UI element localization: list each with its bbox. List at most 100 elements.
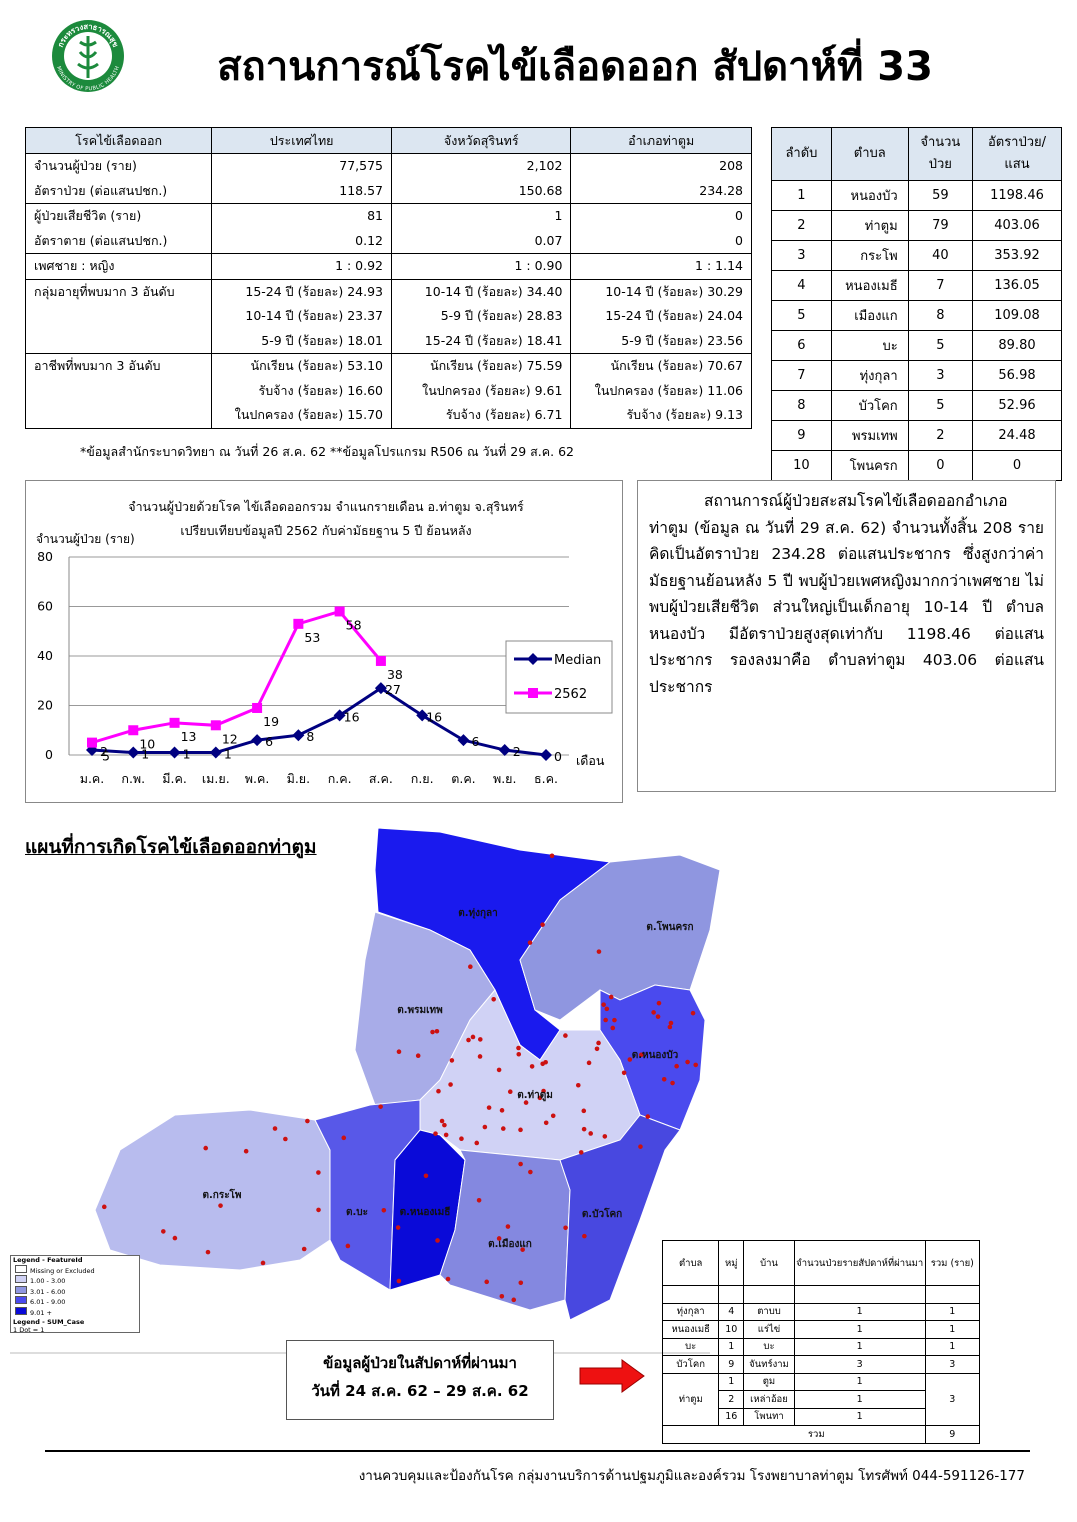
case-dot xyxy=(507,1089,513,1094)
cell-line: รับจ้าง (ร้อยละ) 6.71 xyxy=(445,407,563,422)
cell: 9 xyxy=(924,1425,981,1444)
row: หนองเมธี 10 แร่ไข่ 1 1 xyxy=(661,1320,981,1339)
cell: ท่าตูม xyxy=(661,1372,720,1426)
footer-rule xyxy=(45,1450,1030,1452)
case-dot xyxy=(627,1057,633,1062)
value-cell: 10-14 ปี (ร้อยละ) 30.29 15-24 ปี (ร้อยละ)… xyxy=(570,278,752,354)
case-dot xyxy=(484,1279,490,1285)
chart-title: เปรียบเทียบข้อมูลปี 2562 กับค่ามัธยฐาน 5… xyxy=(180,523,471,539)
cell: 10 xyxy=(771,450,832,481)
case-dot xyxy=(656,1000,662,1006)
region-label: ต.ทุ่งกุลา xyxy=(458,907,498,919)
label-cell: กลุ่มอายุที่พบมาก 3 อันดับ xyxy=(24,278,213,354)
case-dot xyxy=(549,853,555,859)
case-dot xyxy=(582,1233,587,1239)
case-dot xyxy=(563,1033,568,1038)
cell: 403.06 xyxy=(972,210,1062,241)
cell-line: 15-24 ปี (ร้อยละ) 18.41 xyxy=(424,332,563,348)
map-region xyxy=(559,1114,681,1321)
cell: 52.96 xyxy=(972,390,1062,421)
case-dot xyxy=(218,1203,223,1208)
region-label: ต.บะ xyxy=(346,1207,368,1218)
header-line: ตำบล xyxy=(853,146,886,161)
row: 2 ท่าตูม 79 403.06 xyxy=(771,210,1062,241)
x-tick-label: มี.ค. xyxy=(162,771,187,786)
cell-line xyxy=(34,379,203,404)
legend-row: 1 Dot = 1 xyxy=(11,1326,139,1335)
cell: ตาบบ xyxy=(743,1302,795,1321)
value-cell: 208 234.28 xyxy=(570,153,752,204)
cell-line: 10-14 ปี (ร้อยละ) 34.40 xyxy=(424,283,563,299)
cell: 9 xyxy=(771,420,832,451)
week-box: ข้อมูลผู้ป่วยในสัปดาห์ที่ผ่านมา วันที่ 2… xyxy=(286,1340,554,1420)
legend-swatch xyxy=(15,1264,27,1273)
case-dot xyxy=(435,1238,440,1243)
case-dot xyxy=(588,1131,593,1136)
region-label: ต.พรมเทพ xyxy=(397,1005,443,1016)
x-axis-label: เดือน xyxy=(576,753,605,768)
cell: โพนครก xyxy=(830,450,909,481)
cell-line: รับจ้าง (ร้อยละ) 16.60 xyxy=(258,382,384,398)
value-cell: 81 0.12 xyxy=(211,203,393,254)
cell: โพนทา xyxy=(743,1407,795,1426)
point xyxy=(527,653,539,665)
cell-line: ผู้ป่วยเสียชีวิต (ราย) xyxy=(34,208,142,223)
case-dot xyxy=(474,1140,480,1146)
legend-row: Legend - SUM_Case xyxy=(11,1318,139,1327)
cell: 5 xyxy=(771,300,832,331)
case-dot xyxy=(172,1235,178,1241)
cell-line: รับจ้าง (ร้อยละ) 9.13 xyxy=(626,407,743,422)
cell: กระโพ xyxy=(830,240,909,271)
legend-text: 1 Dot = 1 xyxy=(13,1326,45,1335)
cell-line: อัตราตาย (ต่อแสนปชก.) xyxy=(34,232,168,248)
case-dot xyxy=(543,1059,548,1065)
case-dot xyxy=(661,1076,667,1082)
row: ผู้ป่วยเสียชีวิต (ราย) อัตราตาย (ต่อแสนปช… xyxy=(24,203,752,254)
cell: 56.98 xyxy=(972,360,1062,391)
cell: 24.48 xyxy=(972,420,1062,451)
cell: 10 xyxy=(718,1320,745,1339)
case-dot xyxy=(601,1002,606,1007)
cell: 353.92 xyxy=(972,240,1062,271)
point xyxy=(87,737,97,748)
case-dot xyxy=(445,1276,451,1282)
case-dot xyxy=(378,1104,383,1109)
row: จำนวนผู้ป่วย (ราย) อัตราป่วย (ต่อแสนปชก.)… xyxy=(24,153,752,204)
cell: เหล่าอ้อย xyxy=(743,1390,795,1409)
legend-row: 3.01 - 6.00 xyxy=(11,1285,139,1297)
cell: 7 xyxy=(771,360,832,391)
case-dot xyxy=(486,1105,492,1110)
point xyxy=(292,729,305,742)
point xyxy=(169,717,180,728)
case-dot xyxy=(638,1052,644,1058)
case-dot xyxy=(603,1017,608,1023)
case-dot xyxy=(518,1280,524,1286)
cell-line: 1 : 1.14 xyxy=(695,258,743,273)
case-dot xyxy=(528,1169,533,1175)
cell-line: 1 : 0.90 xyxy=(514,258,563,273)
cell-line: ในปกครอง (ร้อยละ) 15.70 xyxy=(234,407,384,422)
x-tick-label: ส.ค. xyxy=(369,771,393,786)
case-dot xyxy=(527,940,533,945)
case-dot xyxy=(316,1170,321,1175)
point xyxy=(333,709,346,722)
case-dot xyxy=(283,1136,288,1142)
cell-line: 118.57 xyxy=(339,182,384,198)
row: 10 โพนครก 0 0 xyxy=(771,450,1062,481)
rank-table: ลำดับ ตำบล จำนวน ป่วย อัตราป่วย/แสน 1 หนองบัว 5… xyxy=(771,127,1062,481)
case-dot xyxy=(594,1046,600,1052)
cell: บะ xyxy=(661,1337,720,1356)
point xyxy=(127,746,140,759)
cell: 2 xyxy=(771,210,832,241)
case-dot xyxy=(581,1108,587,1114)
note: *ข้อมูลสำนักระบาดวิทยา ณ วันที่ 26 ส.ค. … xyxy=(80,444,574,459)
point xyxy=(457,734,470,747)
cell: บัวโคก xyxy=(661,1355,720,1374)
label-cell: ผู้ป่วยเสียชีวิต (ราย) อัตราตาย (ต่อแสนปช… xyxy=(24,203,213,254)
cell-line: 208 xyxy=(719,158,743,173)
map-region xyxy=(439,1149,571,1311)
value-cell: 10-14 ปี (ร้อยละ) 34.40 5-9 ปี (ร้อยละ) 2… xyxy=(391,278,572,354)
region-label: ต.โพนครก xyxy=(646,920,693,933)
case-dot xyxy=(518,1161,523,1167)
cell: 0 xyxy=(907,450,974,481)
